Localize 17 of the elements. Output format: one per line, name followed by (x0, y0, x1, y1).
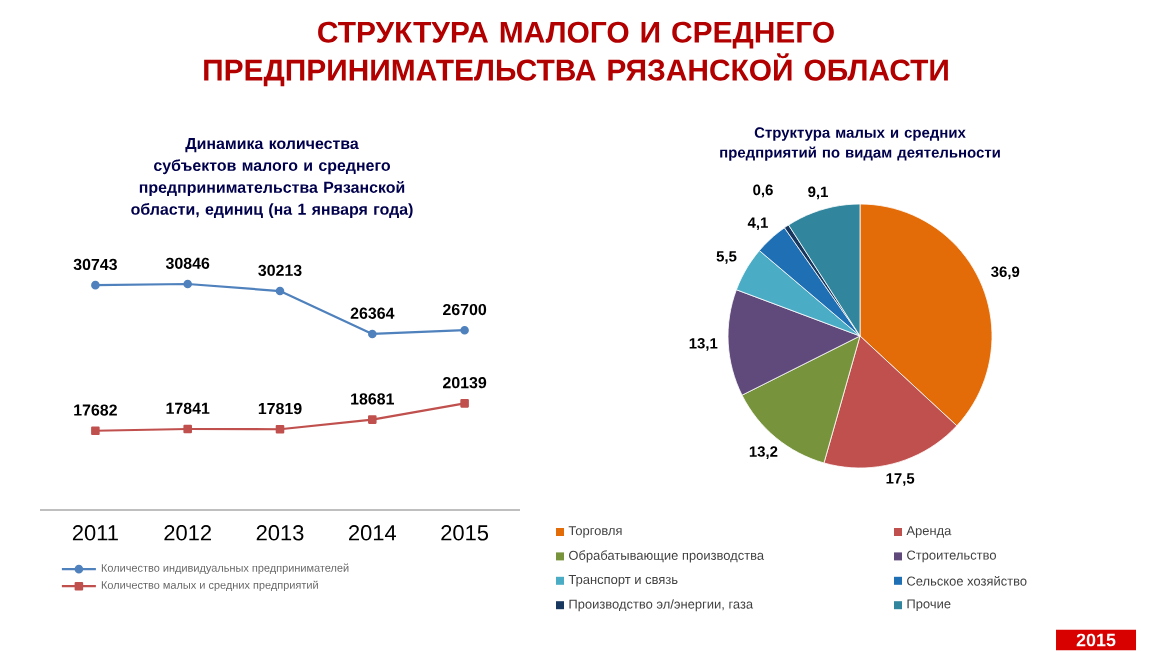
point (275, 424, 285, 434)
point (460, 399, 469, 408)
point (91, 426, 100, 436)
point (183, 279, 192, 289)
point (183, 424, 192, 434)
point (368, 329, 377, 339)
x-tick-label: 2011 (72, 525, 118, 541)
x-tick-label: 2014 (349, 525, 397, 541)
point (460, 325, 469, 335)
point (368, 415, 377, 424)
x-tick-label: 2013 (256, 525, 304, 541)
text: 2015 (1076, 633, 1116, 647)
point (91, 280, 100, 290)
point (275, 286, 285, 296)
text: СТРУКТУРА МАЛОГО И СРЕДНЕГО ПРЕДПРИНИМАТЕЛЬСТВА РЯЗАНСКОЙ ОБЛАСТИ (204, 21, 948, 87)
x-tick-label: 2015 (441, 525, 489, 541)
x-tick-label: 2012 (164, 525, 211, 541)
